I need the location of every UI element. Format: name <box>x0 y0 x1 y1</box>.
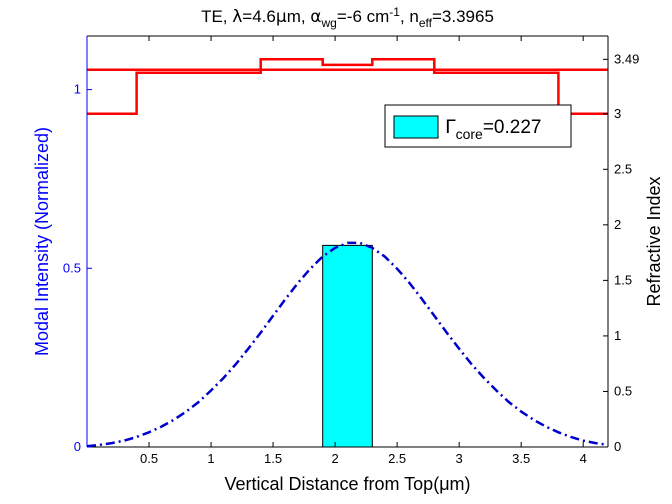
modal-intensity-line <box>86 241 609 448</box>
y-tick-label-left: 0.5 <box>63 260 81 275</box>
y-tick-label-left: 1 <box>74 82 81 97</box>
y-tick-label-right: 3 <box>614 106 621 121</box>
y-tick-label-right: 1.5 <box>614 272 632 287</box>
x-tick-label: 1.5 <box>264 451 282 466</box>
y-axis-label-right: Refractive Index <box>644 176 664 306</box>
legend-swatch <box>393 115 439 139</box>
y-tick-label-right: 0.5 <box>614 383 632 398</box>
y-axis-label-left: Modal Intensity (Normalized) <box>32 127 52 356</box>
chart-title: TE, λ=4.6μm, αwg=-6 cm-1, neff=3.3965 <box>201 5 494 30</box>
x-axis-label: Vertical Distance from Top(μm) <box>224 474 470 494</box>
y-tick-label-right: 0 <box>614 439 621 454</box>
x-tick-label: 3 <box>456 451 463 466</box>
core-region <box>322 244 373 448</box>
x-tick-label: 3.5 <box>512 451 530 466</box>
y-tick-label-right: 2.5 <box>614 161 632 176</box>
y-tick-label-right: 2 <box>614 217 621 232</box>
y-tick-label-left: 0 <box>74 439 81 454</box>
refractive-index-line <box>87 58 608 116</box>
x-tick-label: 4 <box>580 451 587 466</box>
x-tick-label: 0.5 <box>140 451 158 466</box>
x-tick-label: 2.5 <box>388 451 406 466</box>
x-tick-label: 1 <box>207 451 214 466</box>
legend-label: Γcore=0.227 <box>445 116 541 142</box>
y-tick-label-right: 1 <box>614 328 621 343</box>
y-tick-label-right: 3.49 <box>614 51 639 66</box>
x-tick-label: 2 <box>331 451 338 466</box>
